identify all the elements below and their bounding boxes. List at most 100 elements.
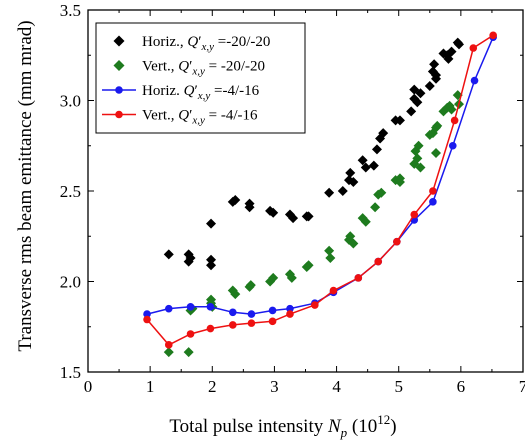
x-tick-label-1: 1	[146, 377, 155, 396]
legend-label-part: Q	[178, 59, 189, 75]
legend-marker-2	[113, 60, 125, 71]
series-2-point-22	[348, 238, 359, 249]
series-3-point-16	[448, 141, 457, 150]
series-4-point-5	[228, 321, 237, 329]
legend-label-part: Q	[178, 108, 189, 124]
y-tick-label-3.0: 3.0	[60, 92, 81, 111]
legend-label-part: Horiz.	[142, 83, 184, 99]
legend-label-part: Q	[187, 34, 198, 50]
series-2-point-34	[413, 140, 424, 151]
legend-label-1: Horiz., Q′x,y =-20/-20	[142, 34, 270, 53]
y-axis-label: Transverse rms beam emittance (mm mrad)	[15, 20, 36, 351]
series-2-point-15	[286, 272, 297, 283]
legend-label-part: ′	[189, 59, 192, 75]
series-1-point-44	[446, 46, 457, 57]
series-4-point-11	[354, 274, 363, 282]
x-tick-label-7: 7	[519, 377, 525, 396]
y-tick-label-1.5: 1.5	[60, 363, 81, 382]
series-2-point-40	[431, 147, 441, 158]
series-2-point-33	[412, 153, 423, 164]
legend-label-part: = -20/-20	[205, 59, 265, 75]
x-tick-label-6: 6	[457, 377, 466, 396]
series-1-point-7	[206, 260, 217, 271]
series-2-point-39	[432, 120, 443, 131]
series-1-point-13	[268, 207, 279, 218]
series-4-point-12	[374, 257, 383, 266]
legend-label-3: Horiz. Q′x,y =-4/-16	[142, 83, 260, 102]
series-2-point-30	[394, 176, 405, 187]
series-4-point-6	[247, 319, 256, 327]
x-tick-label-4: 4	[332, 377, 341, 396]
x-axis-label-symbol: N	[327, 416, 342, 437]
series-1-point-17	[303, 211, 314, 222]
series-3-point-2	[164, 304, 173, 313]
series-1-point-5	[206, 218, 217, 229]
series-1-point-36	[424, 81, 435, 92]
x-tick-label-0: 0	[84, 377, 93, 396]
x-axis-label: Total pulse intensity Np (1012)	[169, 412, 396, 440]
legend-marker-3	[115, 86, 123, 94]
series-1-point-38	[429, 59, 440, 70]
series-4-point-2	[164, 341, 173, 349]
x-axis-label-exponent: 12	[377, 412, 390, 427]
series-2-point-35	[415, 162, 426, 173]
series-1-point-23	[357, 155, 368, 166]
series-1-point-4	[185, 252, 196, 263]
legend-item-4: Vert., Q′x,y = -4/-16	[102, 108, 258, 127]
series-3-point-8	[286, 304, 294, 313]
series-4-point-8	[286, 310, 294, 318]
legend-label-part: ′	[195, 83, 198, 99]
series-2-point-18	[324, 245, 335, 256]
legend-label-part: =-20/-20	[214, 34, 270, 50]
series-4-point-4	[206, 324, 215, 333]
series-4-point-1	[143, 315, 151, 324]
series-2-point-19	[325, 252, 336, 263]
series-1-point-35	[415, 88, 426, 99]
series-4-point-3	[186, 330, 195, 338]
x-tick-label-5: 5	[394, 377, 403, 396]
legend-label-part: ′	[198, 34, 201, 50]
series-2-point-25	[370, 202, 381, 213]
legend-label-part: x,y	[191, 66, 205, 78]
series-1-point-21	[345, 167, 356, 178]
x-tick-label-3: 3	[270, 377, 279, 396]
series-1-point-11	[244, 198, 255, 209]
legend-label-part: Horiz.,	[142, 34, 187, 50]
series-1-point-9	[230, 195, 241, 206]
series-1-point-25	[368, 160, 379, 171]
series-4-point-9	[311, 301, 319, 309]
series-3-point-4	[206, 303, 215, 311]
series-1-point-19	[337, 186, 348, 196]
plot-area	[143, 31, 497, 358]
series-1-point-6	[206, 254, 217, 265]
series-4-point-7	[268, 317, 277, 326]
series-3-point-7	[268, 306, 277, 315]
series-1-point-31	[406, 106, 417, 117]
x-axis-label-subscript: p	[340, 425, 348, 440]
series-1-point-15	[288, 213, 299, 224]
series-2-point-9	[230, 289, 241, 300]
y-tick-label-3.5: 3.5	[60, 1, 81, 20]
series-2-point-21	[345, 231, 356, 242]
series-2-point-11	[245, 280, 256, 291]
series-3-point-5	[228, 308, 237, 317]
series-3-point-15	[429, 198, 437, 206]
series-3-point-1	[143, 310, 151, 318]
series-4-point-14	[410, 210, 419, 219]
series-2-point-17	[303, 260, 314, 271]
legend-label-4: Vert., Q′x,y = -4/-16	[142, 108, 258, 127]
legend-item-1: Horiz., Q′x,y =-20/-20	[113, 34, 270, 53]
series-1-point-40	[431, 73, 441, 84]
series-1-point-30	[394, 115, 405, 126]
legend-label-part: x,y	[197, 90, 211, 102]
x-axis-label-main: Total pulse intensity	[169, 416, 328, 437]
x-axis-label-unit-open: (10	[347, 416, 377, 437]
series-2-point-1	[163, 347, 174, 358]
legend-label-part: Vert.,	[142, 59, 178, 75]
x-axis-label-unit-close: )	[390, 416, 396, 437]
series-1-point-22	[348, 176, 359, 187]
series-2	[163, 90, 464, 358]
series-1-point-24	[360, 162, 371, 173]
